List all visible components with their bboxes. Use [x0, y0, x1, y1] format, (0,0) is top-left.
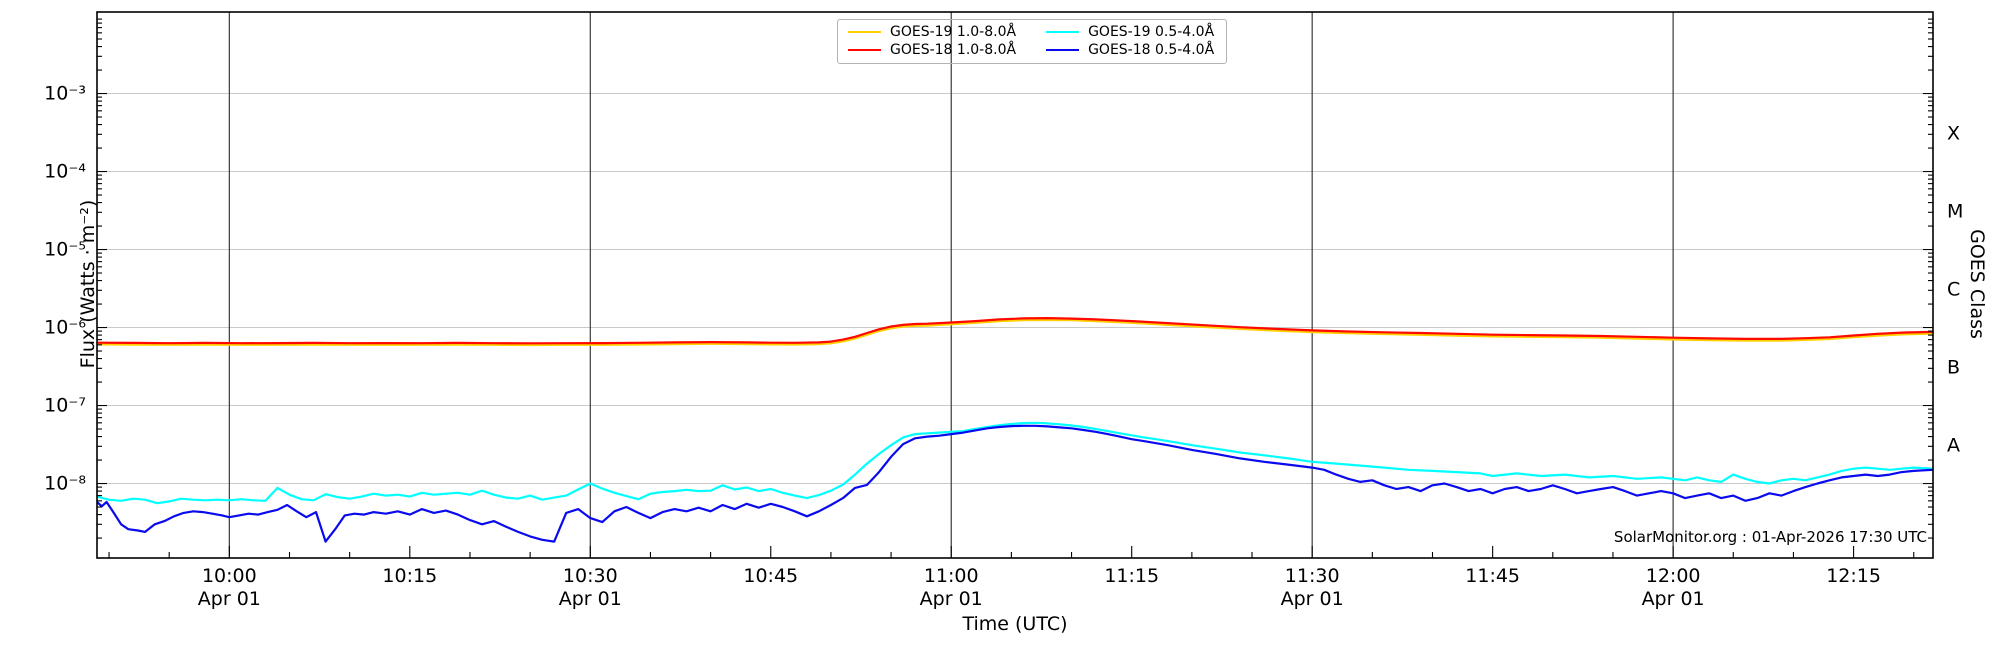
legend-label: GOES-19 0.5-4.0Å	[1088, 24, 1215, 40]
x-tick-label: 10:00	[202, 565, 257, 587]
x-tick-date-label: Apr 01	[1281, 588, 1344, 610]
x-tick-date-label: Apr 01	[559, 588, 622, 610]
series-line GOES-19 1.0-8.0Å	[97, 318, 1933, 347]
x-tick-label: 11:30	[1285, 565, 1340, 587]
h-gridlines	[97, 93, 1933, 485]
legend: GOES-19 1.0-8.0Å GOES-18 1.0-8.0Å GOES-1…	[837, 19, 1228, 64]
x-tick-label: 12:15	[1826, 565, 1881, 587]
legend-item-goes18-long: GOES-18 1.0-8.0Å	[848, 42, 1016, 58]
legend-line-sample-blue	[1046, 49, 1080, 51]
y-tick-label: 10⁻⁵	[44, 239, 86, 261]
legend-label: GOES-19 1.0-8.0Å	[890, 24, 1017, 40]
axis-ticks	[97, 18, 1933, 558]
legend-line-sample-red	[848, 49, 881, 51]
x-tick-label: 10:30	[563, 565, 618, 587]
x-tick-label: 11:45	[1465, 565, 1520, 587]
x-tick-label: 10:15	[382, 565, 437, 587]
x-tick-label: 11:00	[924, 565, 979, 587]
x-axis-label: Time (UTC)	[962, 613, 1068, 635]
series-line GOES-19 0.5-4.0Å	[97, 421, 1933, 505]
x-tick-label: 12:00	[1646, 565, 1701, 587]
goes-class-label: X	[1947, 123, 1960, 145]
legend-line-sample-cyan	[1046, 31, 1080, 33]
legend-label: GOES-18 1.0-8.0Å	[890, 42, 1017, 58]
legend-item-goes18-short: GOES-18 0.5-4.0Å	[1046, 42, 1214, 58]
goes-class-label: A	[1947, 435, 1960, 457]
y-tick-label: 10⁻⁷	[44, 395, 86, 417]
legend-line-sample-yellow	[848, 31, 881, 33]
series-line GOES-18 1.0-8.0Å	[97, 317, 1933, 345]
x-tick-label: 11:15	[1104, 565, 1159, 587]
x-tick-date-label: Apr 01	[198, 588, 261, 610]
y-tick-label: 10⁻³	[44, 83, 86, 105]
y-tick-label: 10⁻⁴	[44, 161, 86, 183]
x-tick-date-label: Apr 01	[920, 588, 983, 610]
legend-item-goes19-short: GOES-19 0.5-4.0Å	[1046, 24, 1214, 40]
legend-label: GOES-18 0.5-4.0Å	[1088, 42, 1215, 58]
plot-border	[96, 11, 1934, 559]
goes-class-label: C	[1947, 279, 1960, 301]
goes-class-label: M	[1947, 201, 1963, 223]
series-line GOES-18 0.5-4.0Å	[97, 424, 1933, 543]
goes-class-label: B	[1947, 357, 1960, 379]
y-tick-label: 10⁻⁶	[44, 317, 86, 339]
y-axis-label: Flux (Watts · m⁻²)	[77, 199, 99, 369]
y-tick-label: 10⁻⁸	[44, 473, 86, 495]
watermark-text: SolarMonitor.org : 01-Apr-2026 17:30 UTC	[1613, 528, 1927, 546]
legend-item-goes19-long: GOES-19 1.0-8.0Å	[848, 24, 1016, 40]
right-axis-label: GOES Class	[1966, 229, 1988, 339]
x-tick-date-label: Apr 01	[1642, 588, 1705, 610]
x-tick-label: 10:45	[743, 565, 798, 587]
series-lines	[97, 317, 1933, 543]
